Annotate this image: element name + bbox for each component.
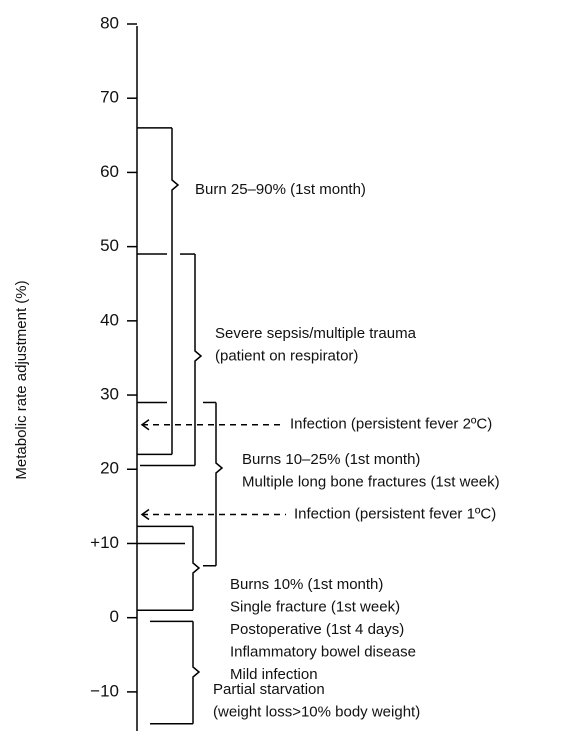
arrow-head <box>140 419 150 431</box>
y-tick-label: 70 <box>100 88 119 107</box>
bracket-side <box>192 526 201 611</box>
y-tick-label: 80 <box>100 13 119 32</box>
arrow-head <box>140 508 150 521</box>
y-tick-label: 30 <box>100 385 119 404</box>
range-label: Severe sepsis/multiple trauma <box>215 325 417 342</box>
arrow-label: Infection (persistent fever 1ºC) <box>294 506 496 523</box>
range-label: Burns 10% (1st month) <box>230 576 383 593</box>
range-label: (weight loss>10% body weight) <box>213 703 420 720</box>
range-label: (patient on respirator) <box>215 347 358 364</box>
y-axis-title: Metabolic rate adjustment (%) <box>13 280 30 479</box>
bracket-side <box>171 127 180 455</box>
range-label: Inflammatory bowel disease <box>230 643 416 660</box>
y-tick-label: 40 <box>100 310 119 329</box>
y-tick-label: 20 <box>100 459 119 478</box>
y-tick-label: 0 <box>110 607 119 626</box>
bracket-side <box>215 402 224 566</box>
y-tick-label: 60 <box>100 162 119 181</box>
bracket-side <box>194 254 203 466</box>
range-label: Burn 25–90% (1st month) <box>195 181 366 198</box>
range-label: Postoperative (1st 4 days) <box>230 621 404 638</box>
range-label: Burns 10–25% (1st month) <box>242 451 420 468</box>
bracket-side <box>192 621 201 724</box>
arrow-label: Infection (persistent fever 2ºC) <box>290 416 492 433</box>
range-label: Multiple long bone fractures (1st week) <box>242 473 500 490</box>
y-tick-label: 50 <box>100 236 119 255</box>
y-tick-label: −10 <box>90 681 119 700</box>
range-label: Partial starvation <box>213 681 325 698</box>
y-tick-label: +10 <box>90 533 119 552</box>
range-label: Mild infection <box>230 666 318 683</box>
range-label: Single fracture (1st week) <box>230 598 400 615</box>
